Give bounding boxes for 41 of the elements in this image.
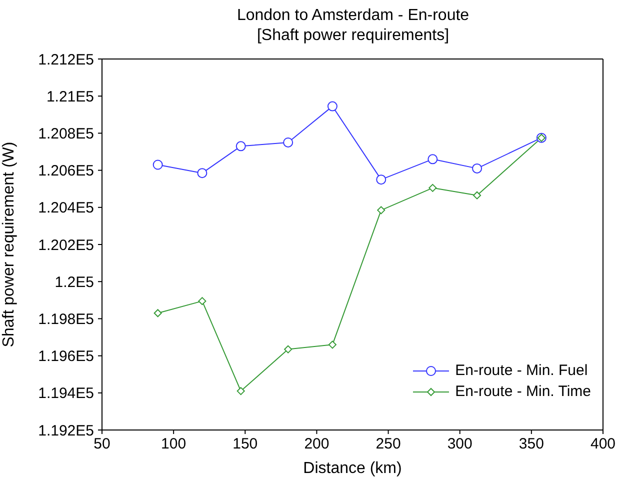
y-tick-label: 1.194E5 — [38, 385, 94, 402]
chart-title: London to Amsterdam - En-route — [236, 6, 470, 26]
legend-label: En-route - Min. Time — [455, 383, 591, 400]
point — [198, 297, 206, 306]
point — [152, 160, 163, 170]
x-tick-label: 350 — [518, 436, 544, 453]
y-tick-label: 1.2E5 — [54, 274, 94, 291]
y-tick-label: 1.204E5 — [38, 200, 94, 217]
point — [284, 345, 292, 354]
y-tick-label: 1.198E5 — [38, 311, 94, 328]
x-tick-label: 150 — [232, 436, 258, 453]
point — [328, 340, 336, 349]
point — [472, 163, 482, 174]
y-tick-label: 1.206E5 — [38, 162, 94, 180]
x-tick-label: 50 — [94, 436, 110, 453]
point — [283, 137, 294, 148]
point — [236, 141, 246, 152]
y-tick-label: 1.21E5 — [46, 88, 94, 106]
y-tick-label: 1.196E5 — [38, 348, 94, 366]
point — [236, 387, 245, 396]
x-axis-title: Distance (km) — [303, 460, 402, 477]
y-tick-label: 1.192E5 — [38, 422, 94, 440]
point — [473, 191, 482, 200]
x-tick-label: 300 — [447, 436, 472, 453]
x-tick-label: 250 — [376, 436, 401, 453]
point — [377, 206, 386, 214]
x-tick-label: 200 — [304, 436, 330, 453]
point — [428, 184, 437, 192]
point — [154, 309, 162, 318]
point — [197, 168, 208, 178]
point — [327, 101, 338, 112]
point — [376, 174, 386, 185]
y-tick-label: 1.212E5 — [38, 51, 94, 68]
y-axis-title: Shaft power requirement (W) — [0, 142, 18, 348]
y-tick-label: 1.208E5 — [38, 126, 94, 143]
x-tick-label: 100 — [161, 436, 186, 453]
point — [428, 154, 438, 164]
y-tick-label: 1.202E5 — [38, 236, 94, 254]
chart-subtitle: [Shaft power requirements] — [256, 26, 450, 46]
x-tick-label: 400 — [590, 436, 616, 453]
legend-label: En-route - Min. Fuel — [455, 362, 588, 379]
